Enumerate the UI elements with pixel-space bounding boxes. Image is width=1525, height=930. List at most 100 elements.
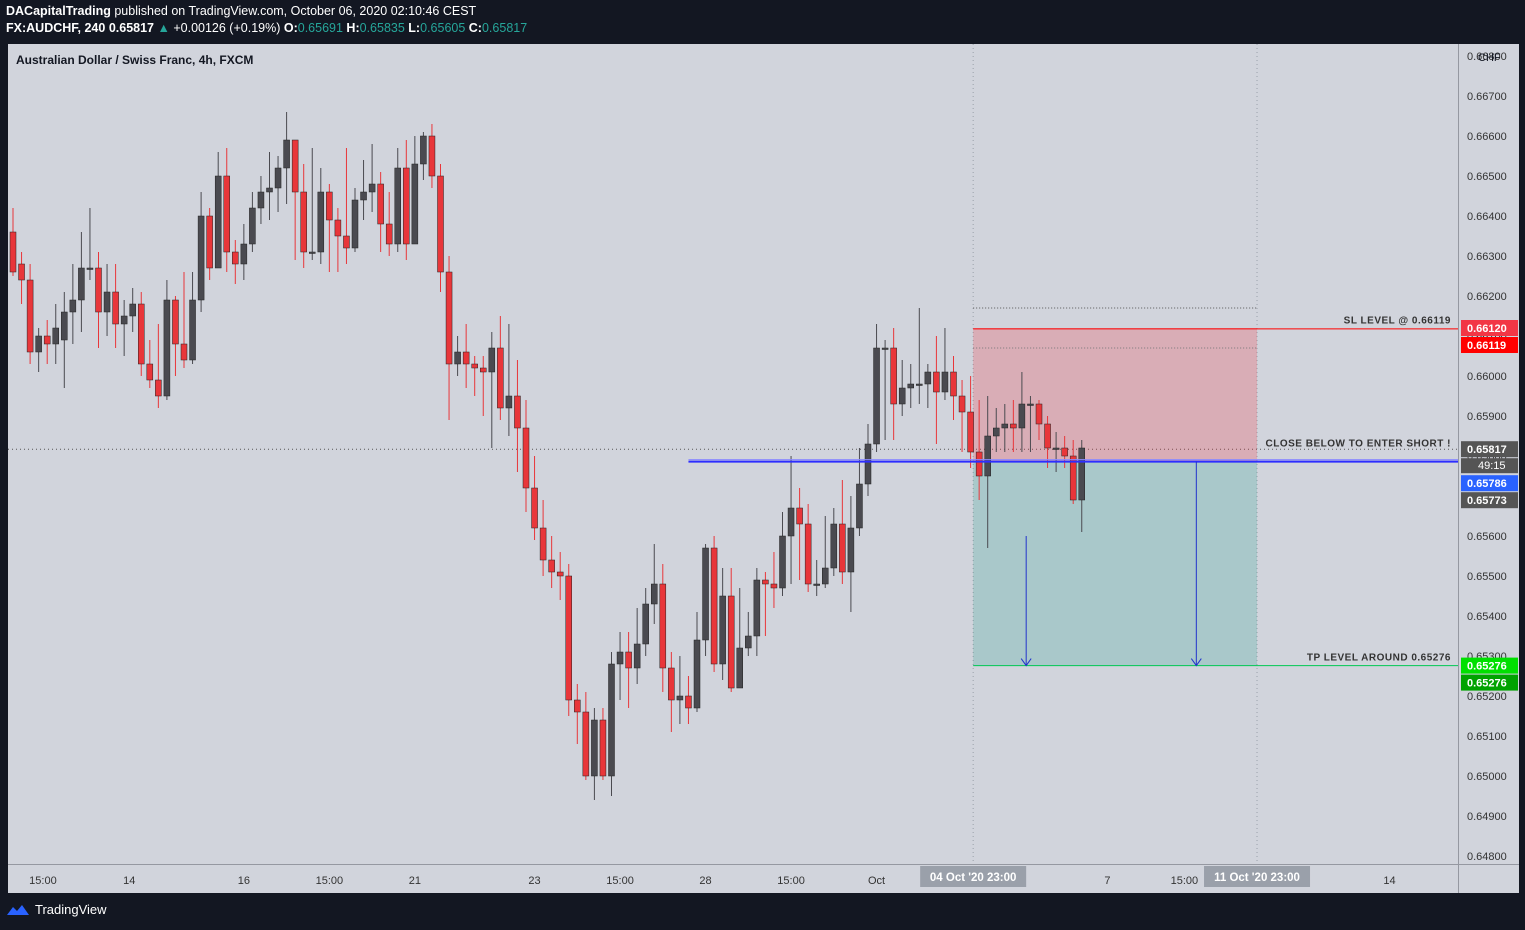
tradingview-logo-icon[interactable] <box>6 903 30 917</box>
close-label: C: <box>468 21 482 35</box>
x-tick-label: 16 <box>238 875 250 887</box>
candle-body <box>462 351 470 365</box>
candle-body <box>274 167 282 189</box>
candle-body <box>958 395 966 413</box>
candle-body <box>1018 403 1026 429</box>
candle-body <box>779 535 786 589</box>
candle-body <box>351 199 359 249</box>
candle-body <box>599 719 607 777</box>
x-tick-label: Oct <box>868 875 885 887</box>
x-tick-label: 15:00 <box>777 875 805 887</box>
author-name[interactable]: DACapitalTrading <box>6 4 111 18</box>
candle-body <box>52 327 59 345</box>
y-tick-label: 0.65500 <box>1467 571 1507 583</box>
chart-area[interactable] <box>8 44 1458 864</box>
candle-body <box>685 695 692 709</box>
y-tick-label: 0.66000 <box>1467 371 1507 383</box>
candle-body <box>950 371 957 397</box>
candle-body <box>146 363 154 381</box>
candle-body <box>26 279 34 353</box>
candle-body <box>43 335 51 345</box>
price-label: 0.65276 <box>1467 661 1507 673</box>
y-tick-label: 0.65000 <box>1467 771 1507 783</box>
candle-body <box>61 311 68 341</box>
y-tick-label: 0.66600 <box>1467 131 1507 143</box>
x-tick-label: 15:00 <box>606 875 634 887</box>
low-value: 0.65605 <box>420 21 466 35</box>
candle-body <box>873 347 880 445</box>
footer-brand[interactable]: TradingView <box>35 902 107 917</box>
candle-body <box>163 299 171 397</box>
candle-body <box>403 167 410 245</box>
candle-body <box>505 395 513 409</box>
price-label: 0.66119 <box>1467 340 1506 352</box>
candle-body <box>514 395 521 429</box>
price-label: 0.66120 <box>1467 323 1507 335</box>
candle-body <box>753 579 761 637</box>
candle-body <box>1044 423 1051 449</box>
footer: TradingView <box>6 902 107 917</box>
candle-body <box>582 711 590 777</box>
high-value: 0.65835 <box>359 21 405 35</box>
candle-body <box>471 363 478 369</box>
symbol-label: FX:AUDCHF, 240 <box>6 21 106 35</box>
candle-body <box>1061 447 1068 457</box>
candle-body <box>727 595 735 689</box>
countdown-bg <box>1461 458 1518 474</box>
candle-body <box>172 299 179 345</box>
candle-body <box>898 387 906 405</box>
price-label-bg <box>1461 475 1518 492</box>
y-tick-label: 0.65400 <box>1467 611 1507 623</box>
y-tick-label: 0.66800 <box>1467 51 1507 63</box>
open-value: 0.65691 <box>297 21 343 35</box>
candle-body <box>480 367 487 373</box>
price-label-bg <box>1461 674 1518 691</box>
candle-body <box>428 135 436 177</box>
candle-body <box>539 527 547 561</box>
x-highlight-bg <box>1204 866 1311 887</box>
candle-body <box>411 163 419 245</box>
candle-body <box>78 267 85 301</box>
target-arrow-head <box>1190 658 1202 667</box>
candle-body <box>368 183 376 193</box>
y-tick-label: 0.64900 <box>1467 811 1507 823</box>
candle-body <box>856 483 863 529</box>
low-label: L: <box>408 21 421 35</box>
axis-corner <box>1458 864 1519 893</box>
candle-body <box>326 191 333 221</box>
candle-body <box>548 559 555 573</box>
candle-body <box>642 603 649 645</box>
candle-body <box>9 231 17 273</box>
candle-body <box>155 379 162 397</box>
candle-body <box>180 343 188 361</box>
candle-body <box>616 651 624 665</box>
y-tick-label: 0.65200 <box>1467 691 1507 703</box>
published-text: published on TradingView.com, October 06… <box>114 4 477 18</box>
x-highlight-bg <box>920 866 1027 887</box>
candle-body <box>710 547 718 665</box>
y-tick-label: 0.65100 <box>1467 731 1507 743</box>
y-tick-label: 0.64800 <box>1467 851 1507 863</box>
candle-body <box>770 583 778 589</box>
candle-body <box>984 435 991 477</box>
candle-body <box>787 507 795 537</box>
candle-body <box>736 647 743 689</box>
candle-body <box>445 271 453 365</box>
publish-header: DACapitalTrading published on TradingVie… <box>6 4 476 18</box>
candle-body <box>214 175 222 269</box>
candle-body <box>1052 447 1060 450</box>
candle-body <box>437 175 444 273</box>
candle-body <box>702 547 709 641</box>
candle-body <box>377 183 384 225</box>
candle-body <box>565 575 572 701</box>
candle-body <box>385 223 393 245</box>
close-value: 0.65817 <box>481 21 528 35</box>
candle-body <box>796 507 803 525</box>
countdown-label: 49:15 <box>1478 460 1506 472</box>
x-tick-label: 15:00 <box>1171 875 1199 887</box>
candle-body <box>189 299 196 361</box>
price-label: 0.65786 <box>1467 478 1507 490</box>
candle-body <box>676 695 684 701</box>
x-tick-label: 14 <box>123 875 135 887</box>
